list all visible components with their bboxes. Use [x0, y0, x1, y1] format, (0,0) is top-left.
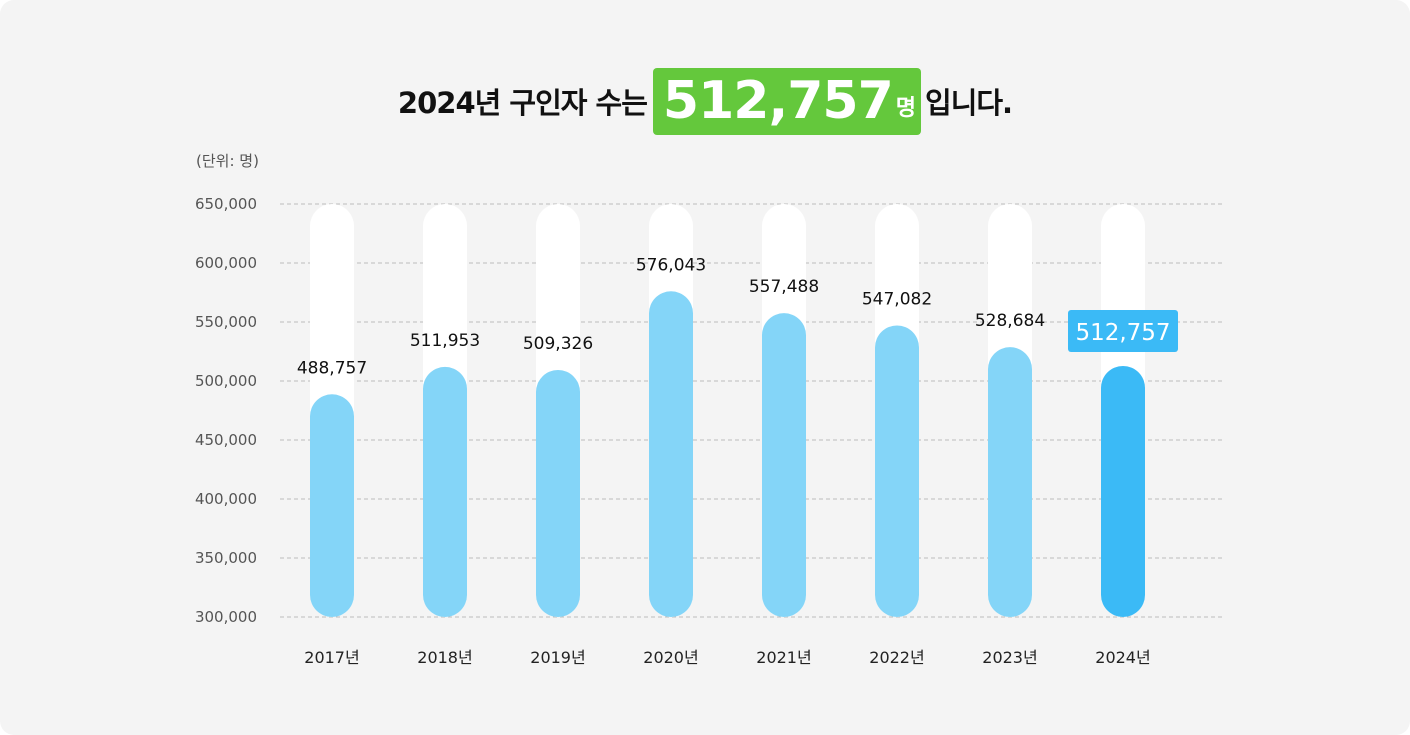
data-label: 511,953: [410, 331, 480, 351]
x-tick-label: 2018년: [417, 648, 472, 667]
data-label: 576,043: [636, 255, 706, 275]
y-tick-label: 650,000: [195, 195, 257, 213]
headline: 2024년 구인자 수는 512,757 명 입니다.: [0, 66, 1410, 136]
bar: [536, 369, 580, 617]
y-tick-label: 550,000: [195, 313, 257, 331]
y-tick-label: 350,000: [195, 549, 257, 567]
x-tick-label: 2017년: [304, 648, 359, 667]
bar: [423, 366, 467, 617]
bar: [762, 313, 806, 617]
headline-value: 512,757: [662, 71, 894, 131]
data-label: 512,757: [1075, 320, 1170, 346]
y-tick-label: 400,000: [195, 490, 257, 508]
bar: [310, 394, 354, 617]
x-tick-label: 2022년: [869, 648, 924, 667]
x-tick-label: 2023년: [982, 648, 1037, 667]
headline-prefix: 2024년 구인자 수는: [397, 86, 648, 120]
y-tick-label: 500,000: [195, 372, 257, 390]
x-tick-label: 2021년: [756, 648, 811, 667]
y-tick-label: 300,000: [195, 608, 257, 626]
y-tick-label: 600,000: [195, 254, 257, 272]
highlight-value-badge: [1068, 309, 1178, 352]
unit-note: (단위: 명): [196, 152, 259, 170]
data-label: 547,082: [862, 289, 932, 309]
x-tick-label: 2019년: [530, 648, 585, 667]
data-label: 557,488: [749, 277, 819, 297]
bar: [1101, 365, 1145, 617]
data-label: 509,326: [523, 334, 593, 354]
bar: [988, 347, 1032, 617]
x-tick-label: 2020년: [643, 648, 698, 667]
bar: [875, 325, 919, 617]
headline-unit: 명: [895, 96, 916, 121]
headline-highlight: 512,757 명: [652, 67, 922, 135]
y-tick-label: 450,000: [195, 431, 257, 449]
data-label: 528,684: [975, 311, 1045, 331]
x-tick-label: 2024년: [1095, 648, 1150, 667]
headline-suffix: 입니다.: [925, 86, 1013, 120]
data-label: 488,757: [297, 358, 367, 378]
bar: [649, 291, 693, 617]
